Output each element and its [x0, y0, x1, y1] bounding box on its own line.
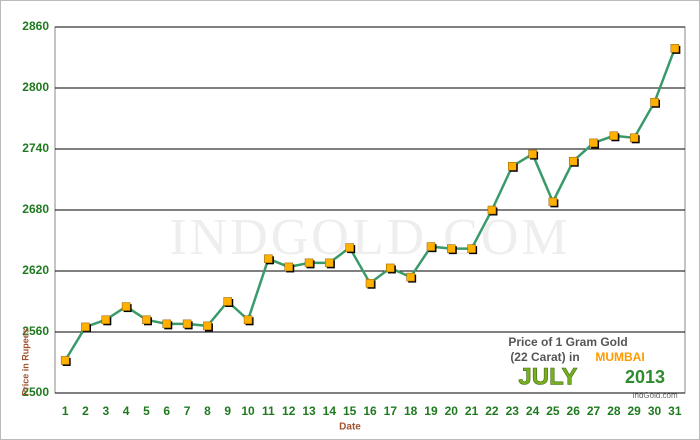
x-tick-label: 27	[587, 404, 601, 418]
marker	[182, 319, 192, 329]
x-tick-label: 23	[506, 404, 520, 418]
watermark: IndGold.com	[169, 209, 570, 266]
x-tick-label: 25	[546, 404, 560, 418]
x-tick-label: 11	[262, 404, 275, 418]
x-axis-label: Date	[339, 422, 361, 433]
marker	[426, 242, 436, 251]
x-tick-label: 31	[668, 404, 682, 418]
x-tick-label: 28	[607, 404, 621, 418]
annotation-line1: Price of 1 Gram Gold	[508, 335, 627, 349]
marker	[609, 131, 619, 141]
annotation-city: MUMBAI	[595, 350, 644, 364]
x-tick-label: 17	[384, 404, 398, 418]
y-tick-label: 2800	[22, 80, 49, 94]
y-tick-label: 2860	[22, 19, 49, 33]
x-tick-label: 5	[143, 404, 150, 418]
x-tick-label: 22	[485, 404, 499, 418]
x-tick-label: 29	[628, 404, 642, 418]
y-axis-label: Price in Rupees	[20, 328, 30, 396]
x-tick-label: 26	[567, 404, 581, 418]
marker	[508, 162, 517, 171]
y-tick-label: 2560	[22, 324, 49, 338]
marker	[142, 315, 151, 325]
marker	[589, 138, 598, 148]
x-tick-label: 3	[102, 404, 109, 418]
x-tick-label: 14	[323, 404, 337, 418]
marker	[365, 278, 375, 288]
marker	[223, 297, 232, 306]
x-tick-label: 2	[82, 404, 89, 418]
marker	[264, 254, 273, 264]
marker	[670, 44, 680, 53]
marker	[60, 356, 70, 365]
x-tick-label: 13	[302, 404, 316, 418]
marker	[447, 244, 456, 253]
x-tick-label: 15	[343, 404, 357, 418]
y-tick-label: 2740	[22, 141, 49, 155]
marker	[81, 322, 90, 332]
marker	[487, 205, 497, 215]
marker	[386, 263, 395, 273]
marker	[528, 149, 537, 159]
x-tick-label: 10	[241, 404, 255, 418]
marker	[467, 244, 476, 253]
x-tick-label: 19	[424, 404, 438, 418]
marker	[203, 321, 212, 331]
y-tick-label: 2500	[22, 385, 49, 399]
marker	[345, 243, 354, 252]
marker	[629, 133, 639, 143]
x-tick-label: 8	[204, 404, 211, 418]
x-tick-label: 30	[648, 404, 662, 418]
x-tick-label: 12	[282, 404, 296, 418]
marker	[121, 302, 131, 311]
annotation-year: 2013	[625, 367, 665, 387]
annotation-month: JULY	[518, 363, 577, 390]
marker	[325, 258, 334, 268]
annotation-site: IndGold.com	[632, 391, 678, 400]
annotation-line2: (22 Carat) in	[510, 350, 579, 364]
marker	[101, 315, 111, 325]
x-tick-label: 24	[526, 404, 540, 418]
x-tick-label: 6	[163, 404, 170, 418]
marker	[548, 197, 558, 207]
marker	[284, 262, 293, 272]
x-tick-label: 9	[224, 404, 231, 418]
y-tick-label: 2620	[22, 263, 49, 277]
marker	[406, 272, 415, 282]
marker	[304, 258, 314, 268]
y-tick-label: 2680	[22, 202, 49, 216]
x-tick-label: 1	[62, 404, 69, 418]
x-tick-label: 4	[123, 404, 130, 418]
x-tick-label: 7	[184, 404, 191, 418]
x-tick-label: 18	[404, 404, 418, 418]
marker	[568, 156, 578, 166]
x-tick-label: 20	[445, 404, 459, 418]
marker	[650, 97, 659, 107]
marker	[243, 315, 253, 325]
x-tick-label: 21	[465, 404, 479, 418]
x-tick-label: 16	[363, 404, 377, 418]
marker	[162, 319, 172, 329]
